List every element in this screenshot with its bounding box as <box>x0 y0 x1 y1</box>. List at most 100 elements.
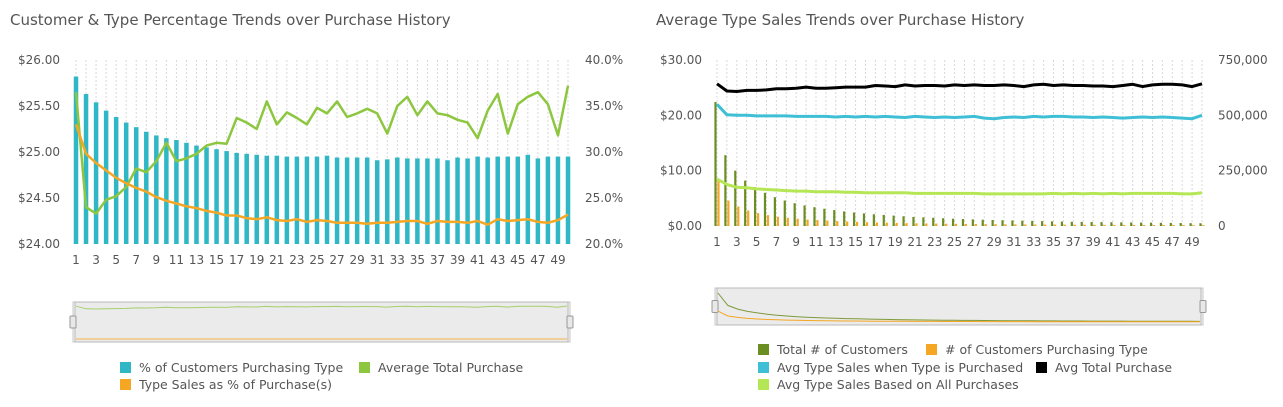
bar--of-customers-purchasing-type <box>1053 224 1057 226</box>
x-axis-tick-label: 3 <box>733 235 741 249</box>
bar-total-of-customers <box>942 218 945 226</box>
legend-item-avg-type-sales-when-purchased[interactable]: Avg Type Sales when Type is Purchased <box>758 360 1023 375</box>
legend-item-customers-purchasing-type[interactable]: # of Customers Purchasing Type <box>926 342 1148 357</box>
bar-total-of-customers <box>1120 222 1123 226</box>
legend-label: Total # of Customers <box>777 342 908 357</box>
bar--of-customers-purchasing-type <box>935 223 938 226</box>
range-handle-right <box>566 315 574 329</box>
legend-swatch <box>758 344 769 355</box>
right-axis-tick-label: 0 <box>1218 219 1226 233</box>
bar--of-customers-purchasing-type <box>103 110 109 244</box>
legend-item-type-sales-pct[interactable]: Type Sales as % of Purchase(s) <box>120 377 332 392</box>
x-axis-tick-label: 33 <box>390 253 405 267</box>
bar-total-of-customers <box>1149 222 1153 226</box>
bar-total-of-customers <box>773 197 776 226</box>
bar-total-of-customers <box>882 214 885 226</box>
right-axis-tick-label: 30.0% <box>585 145 623 159</box>
bar--of-customers-purchasing-type <box>895 222 898 226</box>
bar--of-customers-purchasing-type <box>964 223 968 226</box>
bar-total-of-customers <box>833 210 836 226</box>
x-axis-tick-label: 15 <box>209 253 224 267</box>
bar--of-customers-purchasing-type <box>1182 225 1185 226</box>
bar--of-customers-purchasing-type <box>515 156 521 244</box>
bar--of-customers-purchasing-type <box>555 156 561 244</box>
bar--of-customers-purchasing-type <box>974 224 977 226</box>
bar--of-customers-purchasing-type <box>364 157 370 244</box>
bar--of-customers-purchasing-type <box>737 206 740 226</box>
bar--of-customers-purchasing-type <box>915 223 918 226</box>
bar-total-of-customers <box>1169 222 1172 226</box>
navigator-series <box>75 305 568 310</box>
bar-total-of-customers <box>744 180 747 226</box>
x-axis-tick-label: 7 <box>773 235 781 249</box>
bar-total-of-customers <box>734 170 737 226</box>
legend-label: Type Sales as % of Purchase(s) <box>139 377 332 392</box>
bar--of-customers-purchasing-type <box>776 216 779 226</box>
bar--of-customers-purchasing-type <box>475 156 480 244</box>
left-axis-tick-label: $0.00 <box>668 219 702 233</box>
bar--of-customers-purchasing-type <box>445 160 450 244</box>
bar--of-customers-purchasing-type <box>766 215 770 226</box>
bar--of-customers-purchasing-type <box>204 147 209 244</box>
left-axis-tick-label: $25.50 <box>18 99 60 113</box>
bar--of-customers-purchasing-type <box>1103 224 1106 226</box>
x-axis-tick-label: 17 <box>868 235 883 249</box>
bar-total-of-customers <box>971 219 974 226</box>
bar--of-customers-purchasing-type <box>954 223 958 226</box>
right-chart-title: Average Type Sales Trends over Purchase … <box>656 11 1025 29</box>
legend-item-avg-type-sales-all[interactable]: Avg Type Sales Based on All Purchases <box>758 377 1019 392</box>
bar--of-customers-purchasing-type <box>1004 224 1007 226</box>
bar--of-customers-purchasing-type <box>304 156 310 244</box>
bar-total-of-customers <box>1159 222 1163 226</box>
bar--of-customers-purchasing-type <box>855 221 859 226</box>
legend-swatch <box>359 362 370 373</box>
legend-label: % of Customers Purchasing Type <box>139 360 344 375</box>
bar-total-of-customers <box>763 192 767 226</box>
x-axis-tick-label: 29 <box>987 235 1002 249</box>
bar-total-of-customers <box>892 215 895 226</box>
bar-total-of-customers <box>981 219 984 226</box>
line-type-sales-as-of-purchase-s- <box>74 123 569 226</box>
bar--of-customers-purchasing-type <box>747 210 750 226</box>
bar--of-customers-purchasing-type <box>224 151 229 244</box>
legend-item-total-customers[interactable]: Total # of Customers <box>758 342 908 357</box>
bar-total-of-customers <box>872 214 875 226</box>
bar--of-customers-purchasing-type <box>1014 224 1017 226</box>
bar--of-customers-purchasing-type <box>1192 225 1195 226</box>
right-axis-tick-label: 35.0% <box>585 99 623 113</box>
legend-label: Avg Total Purchase <box>1055 360 1173 375</box>
line-average-total-purchase <box>74 85 570 215</box>
x-axis-tick-label: 5 <box>112 253 120 267</box>
x-axis-tick-label: 19 <box>249 253 264 267</box>
bar--of-customers-purchasing-type <box>875 222 878 226</box>
navigator-series <box>717 310 1200 323</box>
bar--of-customers-purchasing-type <box>816 220 819 226</box>
bar--of-customers-purchasing-type <box>905 223 908 226</box>
bar--of-customers-purchasing-type <box>826 220 829 226</box>
bar--of-customers-purchasing-type <box>184 142 189 244</box>
bar-total-of-customers <box>1090 222 1093 226</box>
x-axis-tick-label: 3 <box>92 253 100 267</box>
bar--of-customers-purchasing-type <box>133 127 139 244</box>
legend-item-avg-total-purchase[interactable]: Avg Total Purchase <box>1036 360 1172 375</box>
bar--of-customers-purchasing-type <box>144 131 149 244</box>
legend-item-avg-total-purchase[interactable]: Average Total Purchase <box>359 360 523 375</box>
bar--of-customers-purchasing-type <box>565 156 571 244</box>
legend-item-pct-customers[interactable]: % of Customers Purchasing Type <box>120 360 343 375</box>
bar-total-of-customers <box>1080 221 1083 226</box>
bar-total-of-customers <box>1041 221 1044 226</box>
bar--of-customers-purchasing-type <box>174 140 179 244</box>
x-axis-tick-label: 1 <box>72 253 80 267</box>
bar-total-of-customers <box>1140 222 1143 226</box>
bar--of-customers-purchasing-type <box>1113 224 1116 226</box>
bar--of-customers-purchasing-type <box>495 156 500 244</box>
bar--of-customers-purchasing-type <box>786 217 789 226</box>
bar--of-customers-purchasing-type <box>1133 224 1136 226</box>
navigator-series <box>717 292 1201 322</box>
x-axis-tick-label: 39 <box>450 253 465 267</box>
bar--of-customers-purchasing-type <box>836 221 839 226</box>
right-axis-tick-label: 750,000 <box>1218 53 1268 67</box>
x-axis-tick-label: 7 <box>132 253 140 267</box>
bar--of-customers-purchasing-type <box>425 158 430 244</box>
x-axis-tick-label: 47 <box>530 253 545 267</box>
